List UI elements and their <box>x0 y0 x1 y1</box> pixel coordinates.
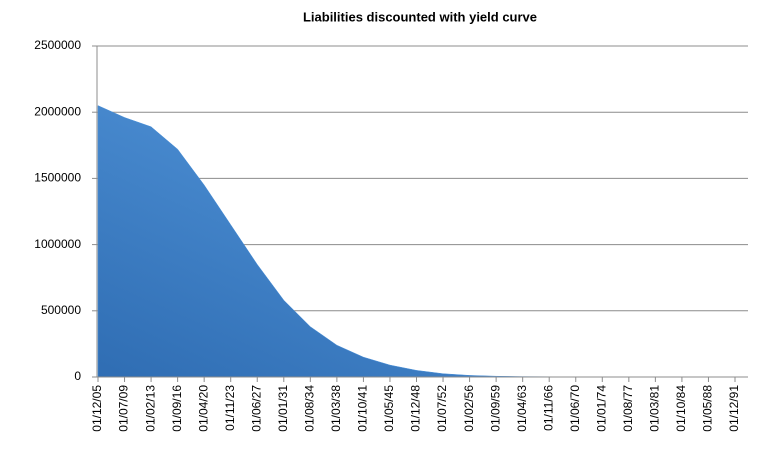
x-tick-label: 01/03/38 <box>329 385 343 432</box>
x-tick-label: 01/10/41 <box>356 385 370 432</box>
x-tick-label: 01/02/56 <box>462 385 476 432</box>
x-tick-label: 01/12/91 <box>727 385 741 432</box>
x-tick-label: 01/05/45 <box>382 385 396 432</box>
x-tick-label: 01/06/27 <box>249 385 263 432</box>
x-tick-label: 01/03/81 <box>648 385 662 432</box>
x-tick-label: 01/07/09 <box>117 385 131 432</box>
x-tick-label: 01/09/59 <box>488 385 502 432</box>
x-tick-label: 01/12/48 <box>409 385 423 432</box>
y-tick-label: 2500000 <box>34 38 81 52</box>
x-tick-label: 01/02/13 <box>143 385 157 432</box>
x-tick-label: 01/11/66 <box>541 385 555 431</box>
y-tick-label: 500000 <box>41 303 81 317</box>
x-tick-label: 01/11/23 <box>223 385 237 431</box>
x-tick-label: 01/08/34 <box>303 385 317 432</box>
area <box>97 105 709 378</box>
x-tick-label: 01/12/05 <box>90 385 104 432</box>
y-tick-label: 1000000 <box>34 237 81 251</box>
x-tick-label: 01/08/77 <box>621 385 635 432</box>
y-tick-label: 1500000 <box>34 171 81 185</box>
x-tick-label: 01/04/20 <box>196 385 210 432</box>
x-tick-label: 01/05/88 <box>701 385 715 432</box>
x-tick-label: 01/10/84 <box>674 385 688 432</box>
chart-title: Liabilities discounted with yield curve <box>303 9 537 24</box>
x-tick-label: 01/01/74 <box>594 385 608 432</box>
x-tick-label: 01/01/31 <box>276 385 290 432</box>
x-tick-label: 01/04/63 <box>515 385 529 432</box>
x-tick-label: 01/09/16 <box>170 385 184 432</box>
x-tick-label: 01/06/70 <box>568 385 582 432</box>
y-tick-label: 0 <box>74 369 81 383</box>
y-tick-label: 2000000 <box>34 104 81 118</box>
x-tick-label: 01/07/52 <box>435 385 449 432</box>
